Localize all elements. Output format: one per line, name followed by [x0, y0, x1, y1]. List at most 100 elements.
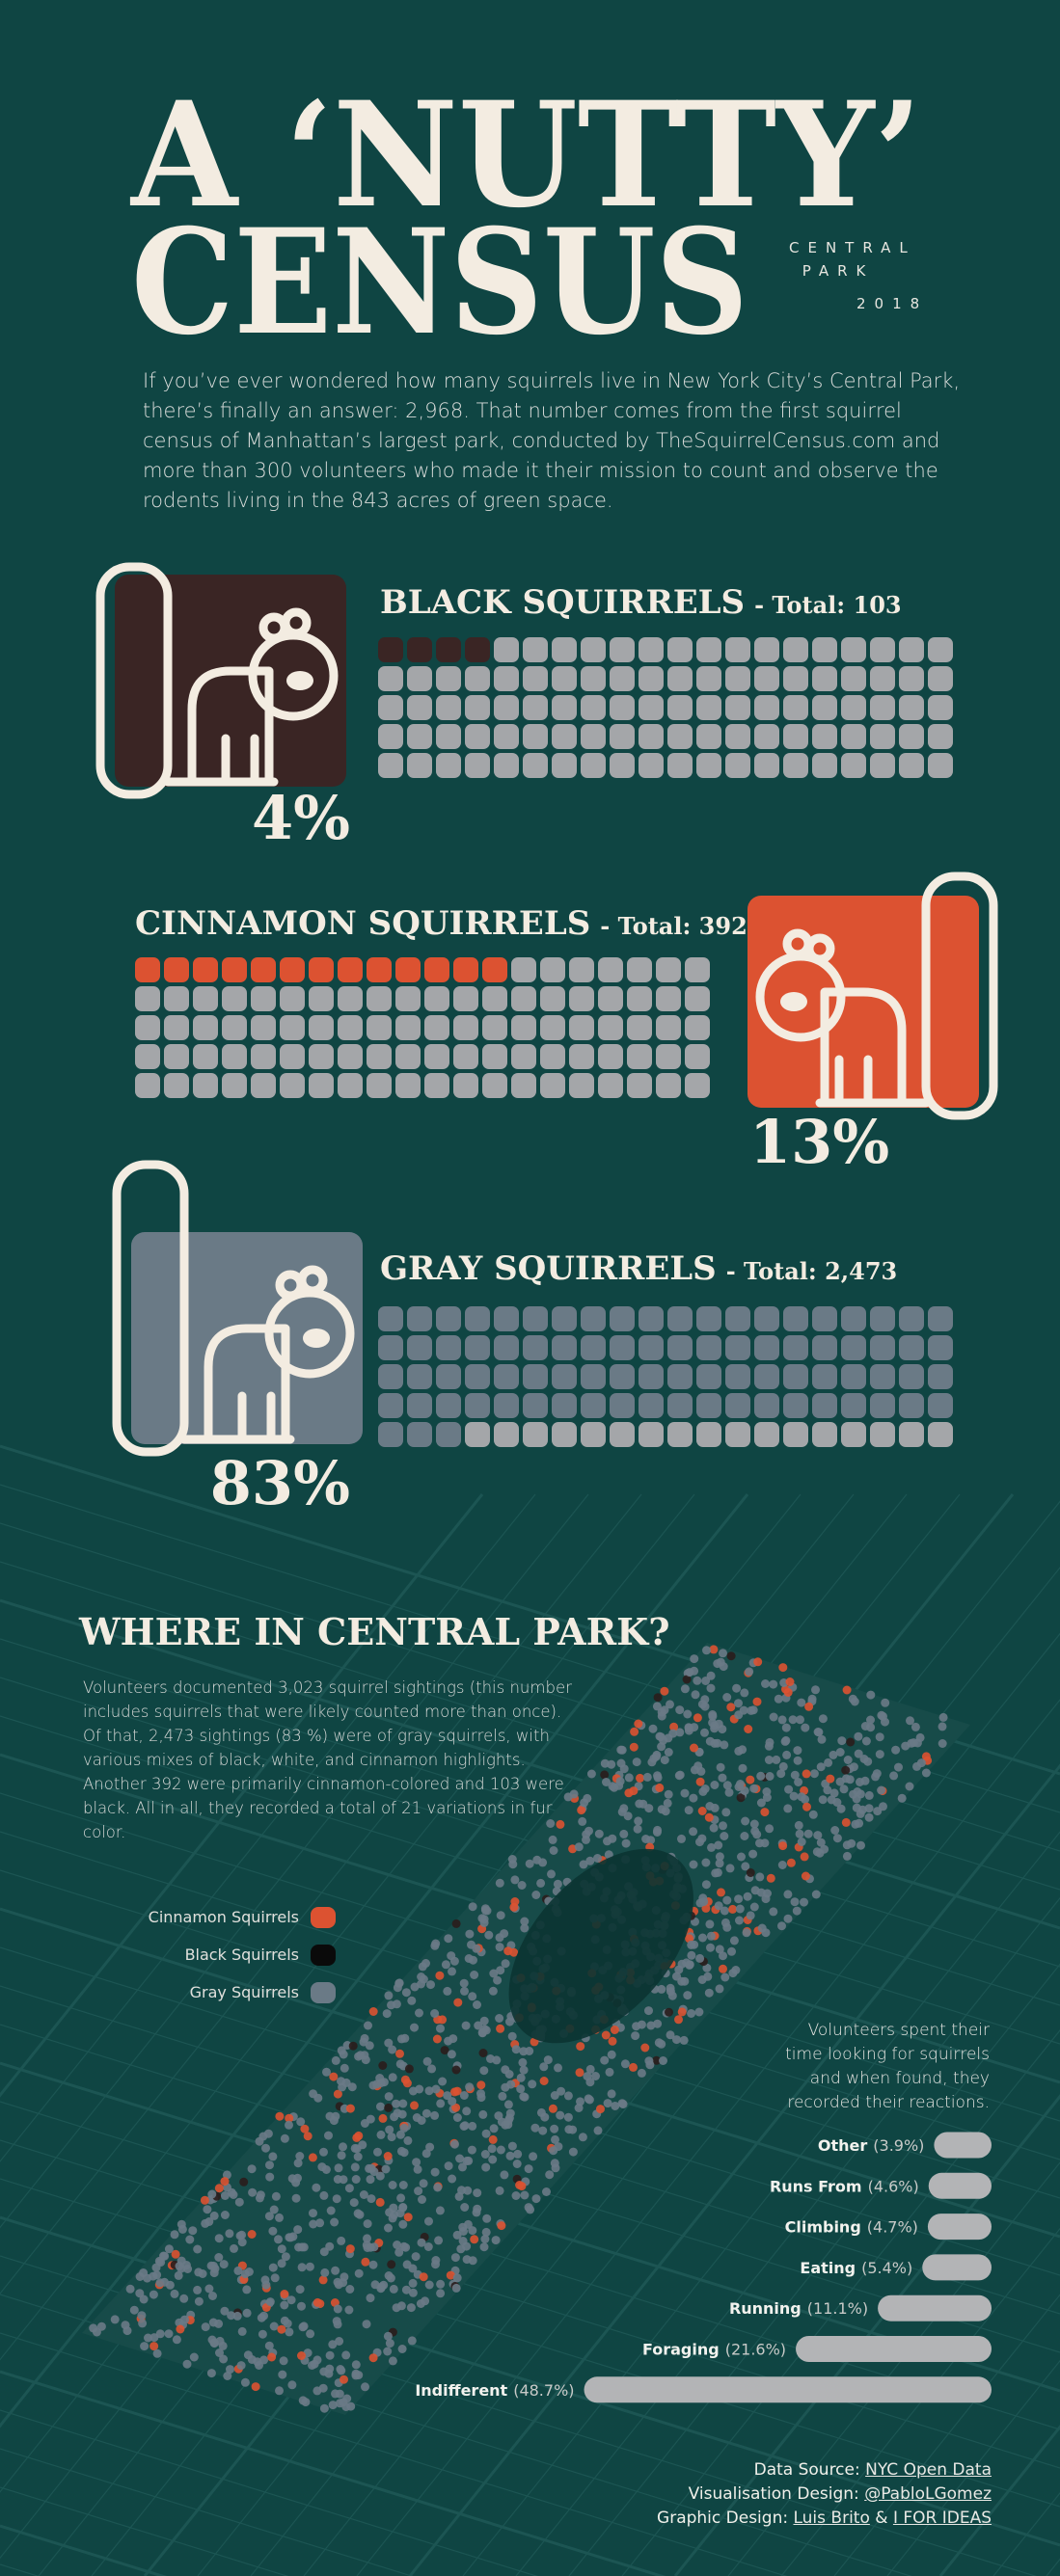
- waffle-cell: [639, 1393, 664, 1418]
- waffle-cell: [424, 957, 449, 982]
- map-dot: [800, 1897, 808, 1907]
- map-dot: [524, 2164, 533, 2174]
- map-dot: [319, 2247, 329, 2257]
- map-dot: [375, 2171, 385, 2181]
- map-dot: [135, 2289, 145, 2298]
- map-dot: [149, 2290, 158, 2299]
- map-dot: [634, 1816, 643, 1826]
- map-dot: [682, 1675, 692, 1684]
- map-dot: [518, 2057, 528, 2067]
- waffle-cell: [783, 666, 808, 691]
- waffle-cell: [696, 753, 721, 778]
- map-dot: [376, 2284, 386, 2294]
- map-dot: [406, 2303, 416, 2313]
- map-dot: [685, 1668, 694, 1677]
- waffle-cell: [899, 1393, 924, 1418]
- map-dot: [765, 1824, 775, 1834]
- map-dot: [843, 1756, 853, 1764]
- map-dot: [351, 2360, 361, 2370]
- map-dot: [233, 2266, 243, 2275]
- map-dot: [601, 2030, 611, 2040]
- map-dot: [369, 2242, 379, 2252]
- map-dot: [389, 2284, 398, 2294]
- map-dot: [368, 2080, 378, 2090]
- map-dot: [794, 1778, 803, 1786]
- waffle-cell: [367, 1044, 392, 1069]
- map-dot: [677, 1834, 686, 1843]
- map-dot: [616, 1745, 626, 1755]
- waffle-cell: [222, 1015, 247, 1040]
- waffle-cell: [465, 1422, 490, 1447]
- map-dot: [426, 1980, 435, 1990]
- map-dot: [494, 2111, 503, 2121]
- map-dot: [387, 2260, 396, 2269]
- waffle-cell: [222, 957, 247, 982]
- map-dot: [619, 1764, 629, 1774]
- map-dot: [556, 2110, 565, 2120]
- map-dot: [769, 1679, 778, 1689]
- map-dot: [603, 1837, 612, 1846]
- bar: [796, 2336, 992, 2362]
- map-dot: [242, 2308, 252, 2318]
- map-dot: [225, 2229, 234, 2239]
- map-dot: [201, 2218, 210, 2228]
- map-dot: [460, 2121, 470, 2131]
- map-dot: [240, 2377, 250, 2387]
- credit-link[interactable]: @PabloLGomez: [864, 2484, 992, 2504]
- map-dot: [761, 1679, 770, 1688]
- map-dot: [430, 2110, 440, 2120]
- map-dot: [415, 2084, 424, 2094]
- map-dot: [383, 2152, 393, 2160]
- map-dot: [329, 2072, 339, 2081]
- waffle-cell: [754, 1306, 779, 1331]
- credit-link[interactable]: Luis Brito: [793, 2509, 870, 2528]
- map-dot: [309, 2219, 318, 2229]
- map-dot: [602, 1778, 611, 1786]
- place: CENTRAL PARK: [789, 239, 916, 280]
- map-dot: [394, 1978, 404, 1988]
- map-dot: [381, 2164, 391, 2174]
- credit-link[interactable]: NYC Open Data: [865, 2460, 992, 2480]
- credit-link[interactable]: I FOR IDEAS: [892, 2509, 992, 2528]
- map-dot: [455, 2154, 465, 2163]
- map-dot: [736, 1793, 746, 1803]
- map-dot: [848, 1694, 857, 1704]
- map-dot: [255, 2193, 264, 2203]
- map-dot: [802, 1802, 811, 1811]
- map-dot: [264, 2212, 274, 2221]
- waffle-cell: [552, 1422, 577, 1447]
- waffle-cell: [453, 957, 478, 982]
- waffle-cell: [783, 724, 808, 749]
- map-dot: [811, 1890, 821, 1899]
- waffle-cell: [812, 695, 837, 720]
- map-dot: [633, 1824, 642, 1834]
- waffle-cell: [696, 666, 721, 691]
- waffle-cell: [540, 957, 565, 982]
- map-dot: [629, 1742, 639, 1752]
- map-dot: [726, 1703, 736, 1712]
- map-dot: [422, 2056, 432, 2066]
- waffle-cell: [222, 986, 247, 1011]
- waffle-cell: [667, 1393, 693, 1418]
- waffle-cell: [378, 1306, 403, 1331]
- waffle-cell: [928, 666, 953, 691]
- waffle-cell: [656, 1015, 681, 1040]
- category: Other: [818, 2136, 867, 2155]
- map-dot: [505, 2017, 514, 2026]
- map-dot: [493, 1975, 503, 1985]
- map-dot: [817, 1734, 827, 1744]
- map-dot: [500, 2170, 509, 2180]
- map-dot: [274, 2235, 283, 2244]
- waffle-cell: [222, 1044, 247, 1069]
- map-dot: [605, 2067, 614, 2077]
- waffle-cell: [610, 1335, 635, 1360]
- map-dot: [684, 1724, 693, 1732]
- map-dot: [693, 1713, 702, 1723]
- map-dot: [783, 1804, 793, 1813]
- map-dot: [674, 2015, 683, 2025]
- map-dot: [462, 2157, 472, 2165]
- map-dot: [242, 2285, 252, 2294]
- map-dot: [465, 2082, 475, 2092]
- map-dot: [358, 2140, 367, 2150]
- map-dot: [392, 2303, 401, 2313]
